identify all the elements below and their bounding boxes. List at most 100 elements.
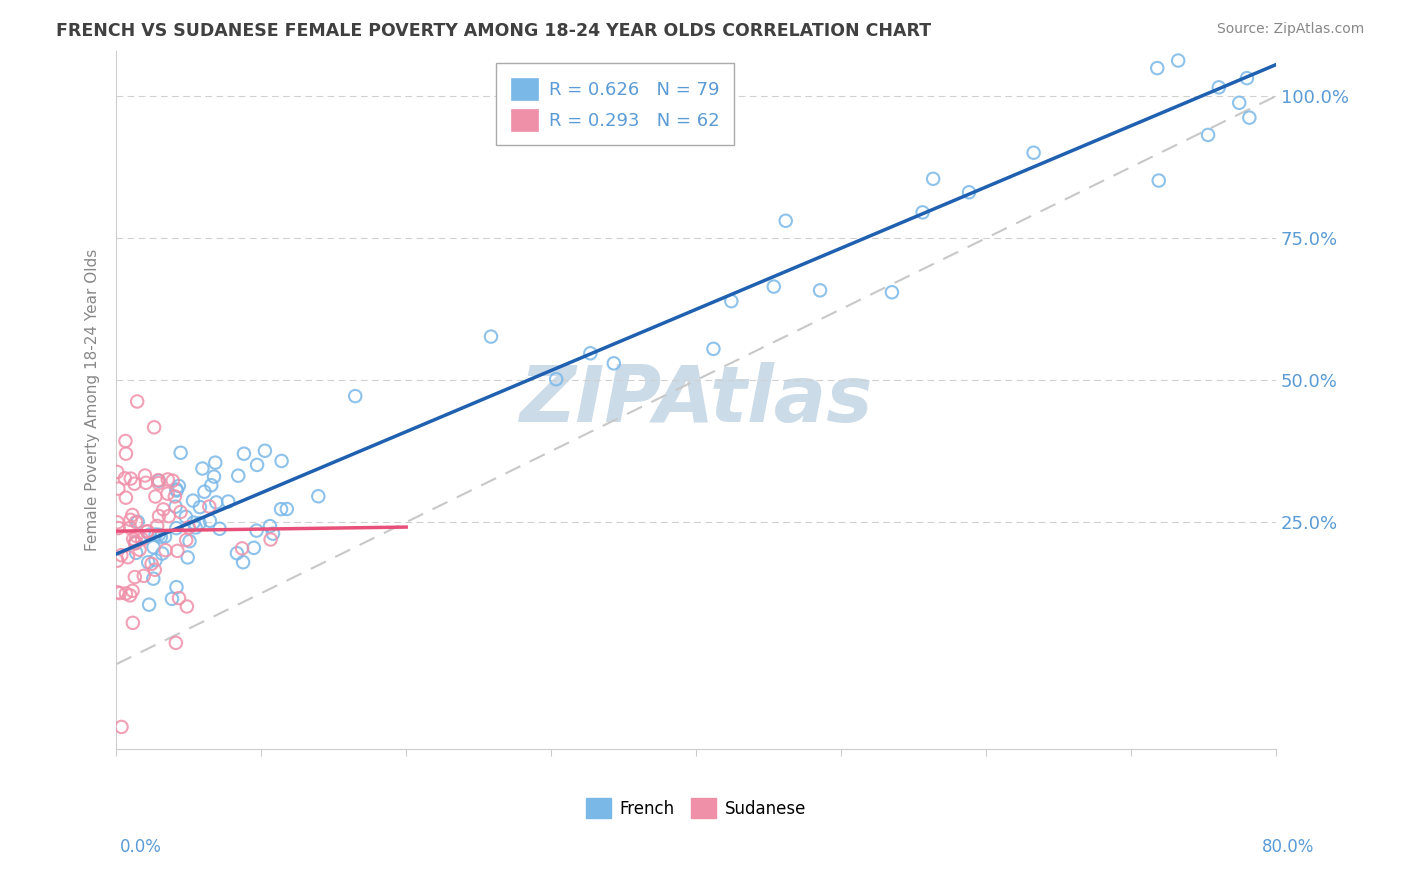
Point xyxy=(125,529,148,543)
Point xyxy=(166,580,188,594)
Point xyxy=(205,495,228,509)
Point xyxy=(243,541,266,555)
Point xyxy=(124,476,146,491)
Point xyxy=(880,285,903,300)
Point xyxy=(121,583,143,598)
Point xyxy=(181,493,204,508)
Point xyxy=(1146,61,1168,75)
Point xyxy=(208,522,231,536)
Point xyxy=(121,508,143,522)
Point xyxy=(150,547,173,561)
Point xyxy=(148,476,170,491)
Point xyxy=(184,520,207,534)
Point xyxy=(160,591,183,606)
Point xyxy=(148,473,170,487)
Point xyxy=(127,394,149,409)
Point xyxy=(1208,80,1230,95)
Point xyxy=(183,516,205,530)
Point xyxy=(193,484,215,499)
Point xyxy=(191,461,214,475)
Point xyxy=(176,599,198,614)
Point xyxy=(1239,111,1261,125)
Point xyxy=(808,284,831,298)
Point xyxy=(911,205,934,219)
Point xyxy=(105,554,128,568)
Point xyxy=(107,521,129,535)
Legend: French, Sudanese: French, Sudanese xyxy=(579,791,813,825)
Point xyxy=(135,475,157,490)
Point xyxy=(232,555,254,569)
Point xyxy=(165,500,187,514)
Point xyxy=(117,550,139,565)
Point xyxy=(156,472,179,486)
Point xyxy=(136,555,159,569)
Text: FRENCH VS SUDANESE FEMALE POVERTY AMONG 18-24 YEAR OLDS CORRELATION CHART: FRENCH VS SUDANESE FEMALE POVERTY AMONG … xyxy=(56,22,931,40)
Point xyxy=(143,563,166,577)
Point xyxy=(603,356,626,370)
Point xyxy=(579,346,602,360)
Point xyxy=(1257,37,1279,51)
Point xyxy=(122,532,145,546)
Point xyxy=(922,171,945,186)
Point xyxy=(165,521,187,535)
Point xyxy=(134,468,156,483)
Point xyxy=(165,636,187,650)
Point xyxy=(120,521,142,535)
Point xyxy=(1197,128,1219,142)
Point xyxy=(124,536,146,550)
Text: Source: ZipAtlas.com: Source: ZipAtlas.com xyxy=(1216,22,1364,37)
Point xyxy=(141,557,163,571)
Point xyxy=(153,529,176,543)
Point xyxy=(110,720,132,734)
Point xyxy=(169,505,191,519)
Point xyxy=(775,214,797,228)
Point xyxy=(217,494,239,508)
Point xyxy=(108,586,131,600)
Point xyxy=(145,527,167,541)
Point xyxy=(127,515,149,529)
Point xyxy=(259,519,281,533)
Point xyxy=(136,524,159,539)
Text: 80.0%: 80.0% xyxy=(1263,838,1315,855)
Point xyxy=(1213,0,1236,11)
Point xyxy=(121,615,143,630)
Point xyxy=(155,543,177,558)
Point xyxy=(145,490,167,504)
Point xyxy=(307,489,329,503)
Point xyxy=(957,186,980,200)
Point xyxy=(762,279,785,293)
Point xyxy=(139,527,162,541)
Point xyxy=(124,536,146,550)
Text: 0.0%: 0.0% xyxy=(120,838,162,855)
Point xyxy=(226,468,249,483)
Point xyxy=(107,585,129,599)
Point xyxy=(162,474,184,488)
Point xyxy=(188,500,211,515)
Point xyxy=(156,486,179,500)
Point xyxy=(114,471,136,485)
Point xyxy=(125,546,148,560)
Point xyxy=(142,572,165,586)
Point xyxy=(720,294,742,309)
Point xyxy=(149,530,172,544)
Point xyxy=(259,533,281,547)
Point xyxy=(145,553,167,567)
Point xyxy=(702,342,724,356)
Point xyxy=(276,502,298,516)
Point xyxy=(125,515,148,529)
Point xyxy=(177,520,200,534)
Point xyxy=(1022,145,1045,160)
Point xyxy=(1167,54,1189,68)
Point xyxy=(128,542,150,557)
Point xyxy=(157,509,180,524)
Point xyxy=(107,516,129,530)
Point xyxy=(115,586,138,600)
Text: ZIPAtlas: ZIPAtlas xyxy=(519,362,873,438)
Point xyxy=(169,446,191,460)
Point xyxy=(136,524,159,538)
Point xyxy=(174,533,197,547)
Point xyxy=(124,534,146,549)
Point xyxy=(174,509,197,524)
Point xyxy=(115,447,138,461)
Point xyxy=(146,519,169,533)
